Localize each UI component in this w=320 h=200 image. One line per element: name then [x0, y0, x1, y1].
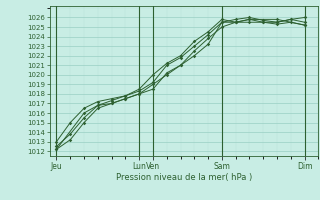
X-axis label: Pression niveau de la mer( hPa ): Pression niveau de la mer( hPa )	[116, 173, 252, 182]
